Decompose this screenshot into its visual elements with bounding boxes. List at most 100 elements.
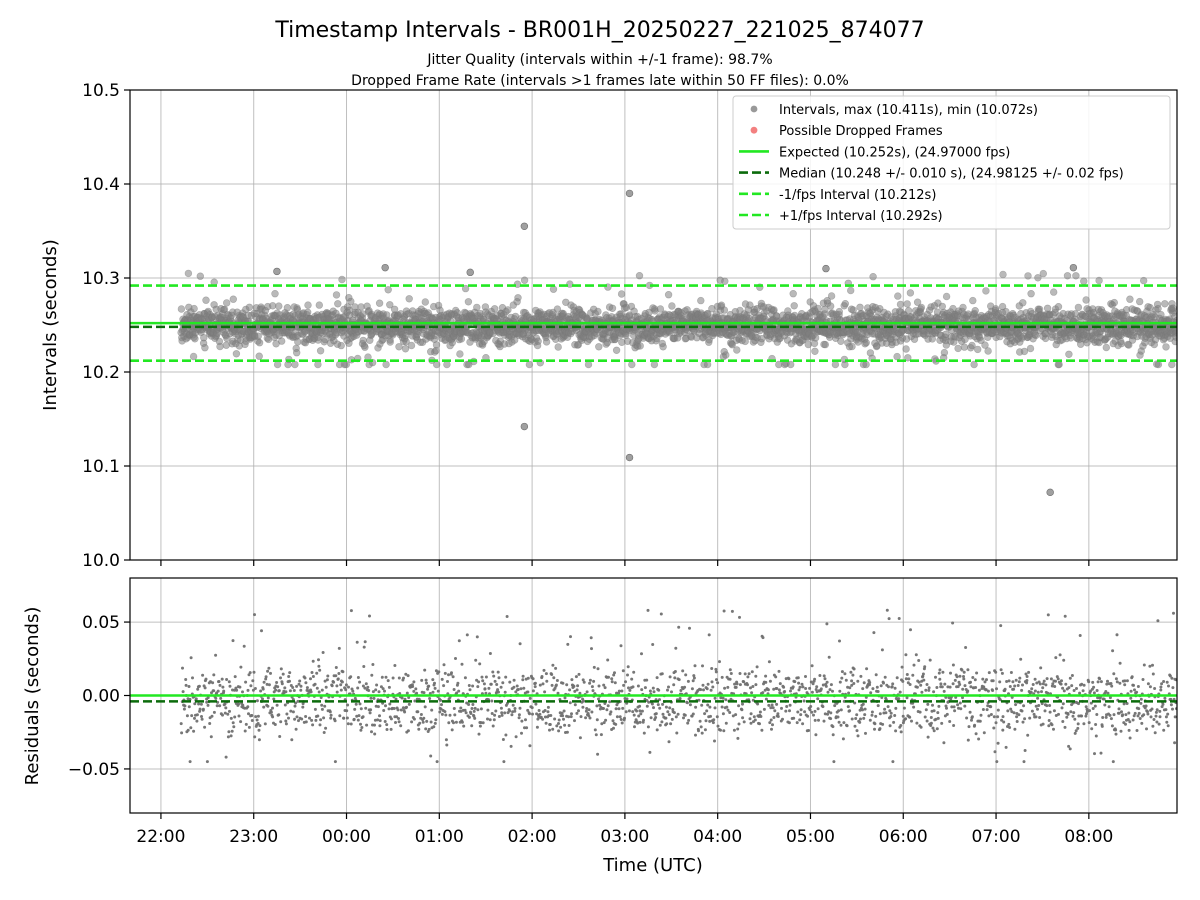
data-point xyxy=(767,660,771,664)
data-point xyxy=(599,733,603,737)
data-point xyxy=(873,727,876,731)
data-point xyxy=(702,688,705,692)
data-point xyxy=(526,676,530,680)
data-point xyxy=(177,305,186,313)
data-point xyxy=(457,689,461,693)
data-point xyxy=(478,724,482,728)
data-point xyxy=(483,687,487,691)
data-point xyxy=(935,686,939,689)
data-point xyxy=(508,680,512,684)
data-point xyxy=(977,336,985,345)
data-point xyxy=(808,708,812,712)
data-point xyxy=(433,721,437,725)
data-point xyxy=(705,687,709,691)
data-point xyxy=(562,709,566,713)
data-point xyxy=(721,712,725,716)
data-point xyxy=(438,710,442,714)
data-point xyxy=(228,709,231,713)
data-point xyxy=(762,707,766,711)
data-point xyxy=(385,728,389,731)
legend-entry: Median (10.248 +/- 0.010 s), (24.98125 +… xyxy=(779,167,1124,182)
data-point xyxy=(349,609,353,613)
data-point xyxy=(640,652,643,656)
data-point xyxy=(210,714,214,718)
data-point xyxy=(749,721,753,725)
data-point xyxy=(502,760,506,764)
data-point xyxy=(309,677,312,681)
data-point xyxy=(189,656,193,660)
data-point xyxy=(315,671,319,675)
data-point xyxy=(283,703,287,707)
data-point xyxy=(701,683,705,687)
data-point xyxy=(859,717,862,721)
data-point xyxy=(543,709,547,712)
data-point xyxy=(297,682,301,686)
data-point xyxy=(878,712,882,716)
data-point xyxy=(396,708,400,712)
data-point xyxy=(296,699,300,703)
data-point xyxy=(661,702,665,706)
data-point xyxy=(861,708,864,712)
data-point xyxy=(667,740,671,744)
data-point xyxy=(870,713,874,717)
data-point xyxy=(334,666,338,669)
data-point xyxy=(244,680,248,684)
data-point xyxy=(329,713,333,717)
data-point xyxy=(771,706,775,710)
data-point xyxy=(267,666,271,670)
data-point xyxy=(692,676,696,680)
data-point xyxy=(932,690,936,694)
data-point xyxy=(577,709,580,713)
data-point xyxy=(608,304,617,312)
outlier-point xyxy=(625,189,634,198)
data-point xyxy=(500,711,504,715)
data-point xyxy=(355,714,359,718)
data-point xyxy=(535,725,539,729)
data-point xyxy=(828,688,832,692)
data-point xyxy=(878,727,882,731)
data-point xyxy=(886,705,890,709)
data-point xyxy=(563,696,567,700)
data-point xyxy=(452,721,455,725)
data-point xyxy=(287,716,290,720)
data-point xyxy=(837,709,841,713)
data-point xyxy=(544,721,548,725)
data-point xyxy=(750,670,754,674)
data-point xyxy=(722,609,726,613)
data-point xyxy=(311,675,315,678)
data-point xyxy=(522,686,526,690)
data-point xyxy=(250,714,254,717)
data-point xyxy=(758,335,766,343)
data-point xyxy=(322,731,326,734)
data-point xyxy=(212,710,216,714)
data-point xyxy=(652,706,655,710)
data-point xyxy=(471,703,475,706)
data-point xyxy=(713,696,717,700)
data-point xyxy=(810,664,814,668)
data-point xyxy=(639,712,643,716)
data-point xyxy=(478,662,482,666)
data-point xyxy=(788,703,792,707)
data-point xyxy=(437,670,441,674)
data-point xyxy=(686,679,690,683)
data-point xyxy=(525,360,534,369)
data-point xyxy=(747,672,751,676)
data-point xyxy=(400,696,404,700)
data-point xyxy=(890,685,894,689)
data-point xyxy=(490,712,494,715)
data-point xyxy=(406,674,410,678)
data-point xyxy=(486,708,490,712)
data-point xyxy=(358,680,362,684)
data-point xyxy=(777,688,781,692)
data-point xyxy=(267,683,271,687)
data-point xyxy=(715,715,719,719)
data-point xyxy=(284,690,288,694)
data-point xyxy=(497,676,501,680)
data-point xyxy=(401,345,410,353)
data-point xyxy=(617,689,621,693)
data-point xyxy=(552,676,556,680)
data-point xyxy=(319,718,323,722)
data-point xyxy=(467,684,471,687)
data-point xyxy=(344,683,348,687)
